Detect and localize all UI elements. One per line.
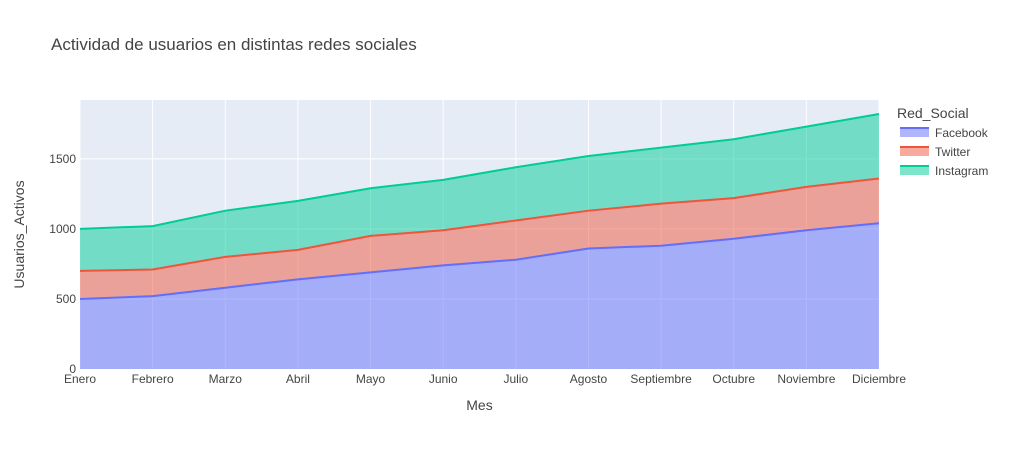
y-axis-title: Usuarios_Activos <box>11 180 27 288</box>
line-twitter <box>79 177 880 272</box>
x-tick-label: Noviembre <box>777 372 835 386</box>
legend[interactable]: Red_Social Facebook Twitter Instagram <box>897 105 989 178</box>
line-layer <box>79 113 880 300</box>
chart-title: Actividad de usuarios en distintas redes… <box>51 35 417 54</box>
legend-swatch <box>900 128 929 137</box>
x-tick-label: Agosto <box>570 372 608 386</box>
area-instagram[interactable] <box>80 114 879 271</box>
legend-swatch <box>900 166 929 175</box>
line-instagram <box>79 113 880 230</box>
legend-label: Facebook <box>935 126 989 140</box>
x-tick-label: Octubre <box>712 372 755 386</box>
x-tick-label: Febrero <box>132 372 174 386</box>
legend-item-facebook[interactable]: Facebook <box>900 126 989 140</box>
y-tick-label: 1500 <box>49 152 76 166</box>
tick-layer: Enero Febrero Marzo Abril Mayo Junio Julio Agos… <box>49 152 906 386</box>
x-tick-label: Enero <box>64 372 96 386</box>
legend-swatch <box>900 147 929 156</box>
y-tick-label: 500 <box>56 292 76 306</box>
x-tick-label: Diciembre <box>852 372 906 386</box>
x-tick-label: Julio <box>503 372 528 386</box>
legend-item-twitter[interactable]: Twitter <box>900 145 970 159</box>
legend-item-instagram[interactable]: Instagram <box>900 164 988 178</box>
area-twitter[interactable] <box>80 178 879 299</box>
y-tick-label: 0 <box>69 362 76 376</box>
x-tick-label: Abril <box>286 372 310 386</box>
x-axis-title: Mes <box>466 397 492 413</box>
legend-title: Red_Social <box>897 105 969 121</box>
line-facebook <box>79 222 880 300</box>
y-tick-label: 1000 <box>49 222 76 236</box>
area-layer <box>80 114 879 369</box>
area-facebook[interactable] <box>80 223 879 369</box>
x-tick-label: Septiembre <box>630 372 692 386</box>
x-tick-label: Mayo <box>356 372 386 386</box>
x-tick-label: Marzo <box>209 372 243 386</box>
legend-label: Twitter <box>935 145 970 159</box>
legend-label: Instagram <box>935 164 988 178</box>
x-tick-label: Junio <box>429 372 458 386</box>
